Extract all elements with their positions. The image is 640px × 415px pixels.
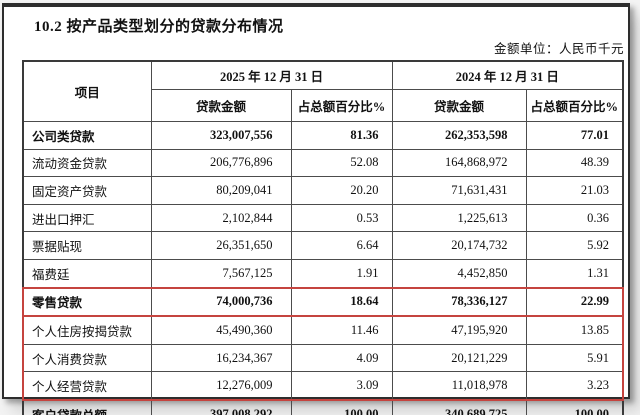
table-row: 个人住房按揭贷款 45,490,360 11.46 47,195,920 13.… xyxy=(22,315,625,345)
amount-2024-cell: 11,018,978 xyxy=(391,371,527,401)
row-label: 进出口押汇 xyxy=(22,203,152,233)
amount-2025-cell: 80,209,041 xyxy=(150,176,292,205)
row-label: 公司类贷款 xyxy=(22,121,152,150)
amount-2024-cell: 340,689,725 xyxy=(391,399,527,415)
row-label: 福费廷 xyxy=(22,258,152,289)
row-label: 流动资金贷款 xyxy=(22,148,152,178)
loan-distribution-table: 项目 2025 年 12 月 31 日 2024 年 12 月 31 日 贷款金… xyxy=(22,60,625,415)
pct-2024-cell: 3.23 xyxy=(525,371,625,401)
amount-2024-cell: 1,225,613 xyxy=(391,203,527,233)
table-body: 公司类贷款 323,007,556 81.36 262,353,598 77.0… xyxy=(22,121,625,415)
amount-2024-cell: 78,336,127 xyxy=(391,286,527,318)
header-pct-2025: 占总额百分比% xyxy=(290,89,393,122)
table-row: 固定资产贷款 80,209,041 20.20 71,631,431 21.03 xyxy=(22,176,624,205)
section-title: 10.2 按产品类型划分的贷款分布情况 xyxy=(34,19,284,35)
pct-2024-cell: 5.92 xyxy=(525,231,624,260)
pct-2025-cell: 6.64 xyxy=(290,231,393,260)
header-item: 项目 xyxy=(22,60,152,122)
row-label: 客户贷款总额 xyxy=(22,399,152,415)
row-label: 个人住房按揭贷款 xyxy=(22,315,152,345)
pct-2024-cell: 5.91 xyxy=(525,343,625,373)
amount-2024-cell: 4,452,850 xyxy=(391,258,527,289)
amount-2025-cell: 7,567,125 xyxy=(150,258,292,289)
pct-2024-cell: 48.39 xyxy=(525,148,624,178)
table-row: 票据贴现 26,351,650 6.64 20,174,732 5.92 xyxy=(22,231,624,260)
pct-2025-cell: 0.53 xyxy=(290,203,393,233)
amount-2024-cell: 47,195,920 xyxy=(391,315,527,345)
pct-2025-cell: 18.64 xyxy=(290,286,393,318)
pct-2024-cell: 22.99 xyxy=(525,286,625,318)
amount-2025-cell: 2,102,844 xyxy=(150,203,292,233)
row-label: 零售贷款 xyxy=(22,286,152,318)
table-row: 客户贷款总额 397,008,292 100.00 340,689,725 10… xyxy=(22,399,624,415)
header-row-periods: 项目 2025 年 12 月 31 日 2024 年 12 月 31 日 xyxy=(22,60,624,122)
header-period-2024: 2024 年 12 月 31 日 xyxy=(391,60,624,90)
row-label: 个人经营贷款 xyxy=(22,371,152,401)
pct-2025-cell: 1.91 xyxy=(290,258,393,289)
amount-2024-cell: 164,868,972 xyxy=(391,148,527,178)
pct-2024-cell: 1.31 xyxy=(525,258,624,289)
table-row: 零售贷款 74,000,736 18.64 78,336,127 22.99 xyxy=(22,286,625,318)
pct-2025-cell: 4.09 xyxy=(290,343,393,373)
amount-2025-cell: 206,776,896 xyxy=(150,148,292,178)
amount-2024-cell: 71,631,431 xyxy=(391,176,527,205)
header-amount-2025: 贷款金额 xyxy=(150,89,292,122)
table-row: 福费廷 7,567,125 1.91 4,452,850 1.31 xyxy=(22,258,624,289)
amount-2024-cell: 20,121,229 xyxy=(391,343,527,373)
table-row: 个人消费贷款 16,234,367 4.09 20,121,229 5.91 xyxy=(22,343,625,373)
header-row-measures: 贷款金额 占总额百分比% 贷款金额 占总额百分比% xyxy=(23,89,624,122)
pct-2024-cell: 100.00 xyxy=(525,399,624,415)
unit-note: 金额单位：人民币千元 xyxy=(493,42,624,56)
report-page: 10.2 按产品类型划分的贷款分布情况 金额单位：人民币千元 项目 2025 年… xyxy=(2,3,630,415)
amount-2025-cell: 323,007,556 xyxy=(150,121,292,150)
pct-2025-cell: 81.36 xyxy=(290,121,393,150)
pct-2024-cell: 21.03 xyxy=(525,176,624,205)
pct-2025-cell: 3.09 xyxy=(290,371,393,401)
table-row: 流动资金贷款 206,776,896 52.08 164,868,972 48.… xyxy=(22,148,624,178)
amount-2025-cell: 45,490,360 xyxy=(150,315,292,345)
table-row: 个人经营贷款 12,276,009 3.09 11,018,978 3.23 xyxy=(22,371,625,401)
pct-2025-cell: 52.08 xyxy=(290,148,393,178)
pct-2024-cell: 0.36 xyxy=(525,203,624,233)
amount-2025-cell: 12,276,009 xyxy=(150,371,292,401)
amount-2025-cell: 26,351,650 xyxy=(150,231,292,260)
pct-2024-cell: 77.01 xyxy=(525,121,624,150)
amount-2025-cell: 16,234,367 xyxy=(150,343,292,373)
pct-2025-cell: 20.20 xyxy=(290,176,393,205)
amount-2025-cell: 74,000,736 xyxy=(150,286,292,318)
amount-2024-cell: 20,174,732 xyxy=(391,231,527,260)
pct-2025-cell: 100.00 xyxy=(290,399,393,415)
header-amount-2024: 贷款金额 xyxy=(391,89,527,122)
row-label: 固定资产贷款 xyxy=(22,176,152,205)
header-pct-2024: 占总额百分比% xyxy=(525,89,624,122)
row-label: 个人消费贷款 xyxy=(22,343,152,373)
table-row: 公司类贷款 323,007,556 81.36 262,353,598 77.0… xyxy=(22,121,624,150)
pct-2025-cell: 11.46 xyxy=(290,315,393,345)
row-label: 票据贴现 xyxy=(22,231,152,260)
pct-2024-cell: 13.85 xyxy=(525,315,625,345)
header-period-2025: 2025 年 12 月 31 日 xyxy=(150,60,393,90)
amount-2024-cell: 262,353,598 xyxy=(391,121,527,150)
amount-2025-cell: 397,008,292 xyxy=(150,399,292,415)
table-row: 进出口押汇 2,102,844 0.53 1,225,613 0.36 xyxy=(22,203,624,233)
